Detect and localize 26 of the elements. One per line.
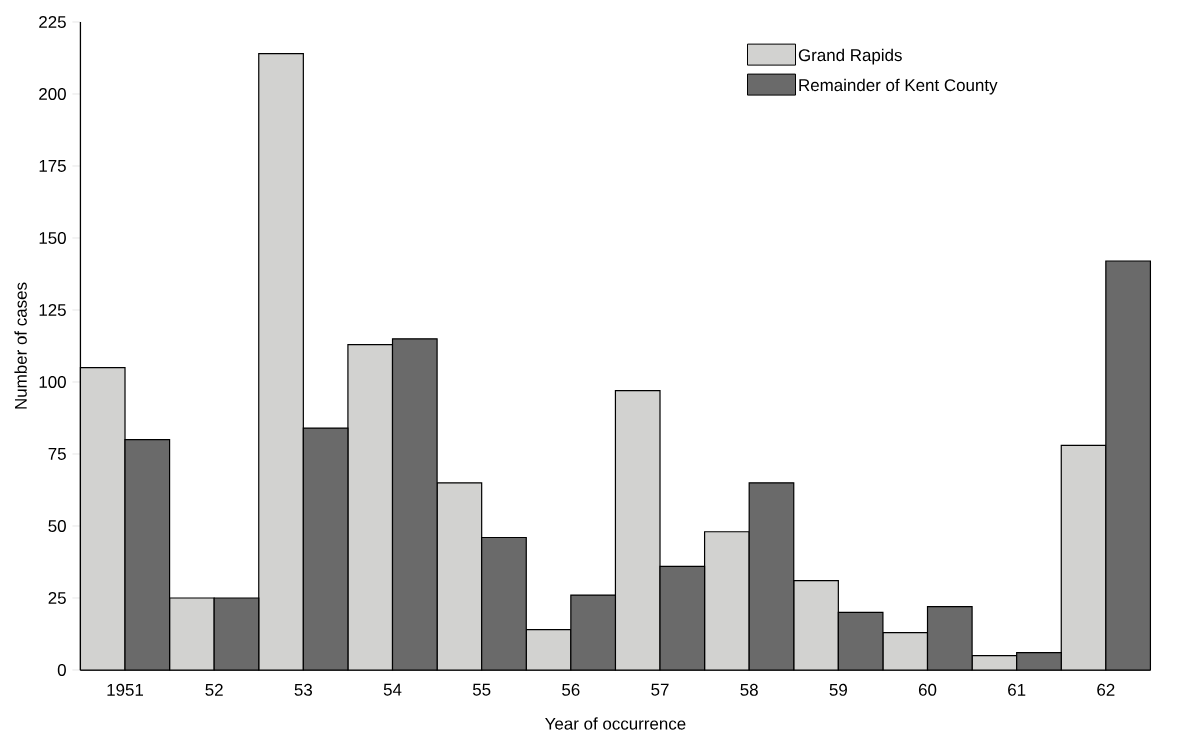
y-tick-label: 125 <box>39 303 66 316</box>
y-tick-label: 50 <box>48 519 66 532</box>
x-tick-label: 60 <box>918 683 937 696</box>
y-tick-label: 75 <box>48 447 66 460</box>
x-tick-label: 59 <box>829 683 847 696</box>
x-axis-title: Year of occurrence <box>545 717 686 730</box>
x-tick-label: 53 <box>294 683 313 696</box>
y-tick-label: 25 <box>48 591 66 604</box>
y-tick-label: 100 <box>39 375 66 388</box>
y-tick-label: 200 <box>39 87 66 100</box>
x-tick-label: 61 <box>1008 683 1026 696</box>
legend-label: Grand Rapids <box>798 48 902 65</box>
x-tick-label: 56 <box>562 683 580 696</box>
y-tick-label: 175 <box>39 159 66 172</box>
y-tick-label: 150 <box>39 231 66 244</box>
x-tick-label: 54 <box>383 683 402 696</box>
y-tick-label: 0 <box>57 663 66 676</box>
x-tick-label: 1951 <box>107 683 144 696</box>
legend-label: Remainder of Kent County <box>799 78 998 95</box>
y-tick-label: 225 <box>39 15 66 28</box>
x-tick-label: 57 <box>651 683 669 696</box>
x-tick-label: 62 <box>1097 683 1115 696</box>
x-tick-label: 52 <box>205 683 223 696</box>
x-tick-label: 55 <box>472 683 491 696</box>
y-axis-title: Number of cases <box>14 282 27 409</box>
x-tick-label: 58 <box>740 683 758 696</box>
